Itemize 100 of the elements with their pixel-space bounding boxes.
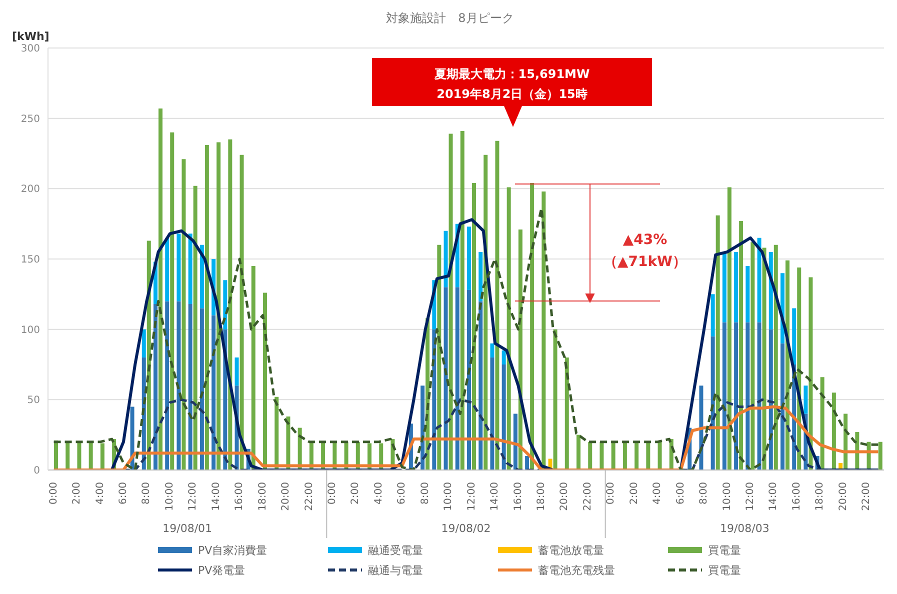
bar (240, 154, 244, 470)
bar (478, 252, 483, 302)
y-tick-label: 300 (20, 44, 40, 55)
text: 19/08/03 (720, 522, 770, 535)
bar (722, 322, 726, 470)
bar (750, 242, 755, 470)
bar (832, 392, 836, 470)
x-tick-label: 22:00 (582, 482, 594, 511)
x-tick-label: 16:00 (791, 482, 802, 511)
bar (88, 442, 93, 470)
bar (774, 244, 778, 470)
bar (576, 434, 580, 470)
y-tick-label: 50 (27, 395, 40, 406)
bar (216, 142, 221, 470)
bar (734, 322, 738, 470)
bar (710, 294, 715, 336)
bar (780, 343, 784, 470)
x-tick-label: 10:00 (443, 482, 454, 511)
annotation: ▲43% (622, 232, 668, 248)
bar (204, 145, 209, 470)
legend-label: PV発電量 (198, 562, 246, 578)
bar (188, 234, 192, 304)
x-tick-label: 22:00 (861, 482, 872, 511)
x-tick-label: 12:00 (188, 482, 199, 511)
bar (444, 230, 448, 288)
x-tick-label: 20:00 (838, 482, 849, 511)
y-tick-label: 100 (20, 324, 40, 336)
x-tick-label: 8:00 (698, 482, 710, 504)
bar (495, 140, 500, 470)
x-tick-label: 4:00 (94, 482, 106, 504)
x-tick-label: 8:00 (420, 482, 431, 504)
x-tick-label: 0:00 (326, 482, 338, 504)
x-tick-label: 6:00 (118, 482, 129, 504)
bar (506, 187, 511, 470)
x-tick-label: 2:00 (628, 482, 640, 504)
bar (490, 343, 494, 358)
bar (77, 442, 82, 470)
bar (444, 287, 448, 470)
bar (792, 308, 796, 364)
legend-label: PV自家消費量 (198, 542, 268, 558)
bar (165, 301, 170, 470)
bar (716, 215, 720, 470)
legend-label: 蓄電池充電残量 (538, 562, 615, 578)
annotation: 2019年8月2日（金）15時 (436, 87, 588, 101)
x-tick-label: 18:00 (536, 482, 547, 511)
annotation: （▲71kW） (603, 254, 687, 270)
bar (634, 442, 639, 470)
x-tick-label: 14:00 (490, 482, 501, 511)
x-tick-label: 4:00 (652, 482, 664, 504)
bar (727, 187, 732, 470)
bar (502, 364, 506, 470)
legend-label: 買電量 (708, 562, 741, 578)
x-tick-label: 18:00 (257, 482, 268, 511)
y-tick-label: 250 (20, 114, 40, 125)
bar (530, 183, 534, 470)
y-tick-label: 200 (20, 184, 40, 196)
bar (467, 290, 471, 470)
x-tick-label: 10:00 (164, 482, 176, 511)
bar (66, 442, 70, 470)
line-series (52, 405, 880, 470)
bar (622, 442, 627, 470)
bar (878, 442, 882, 470)
bar (746, 266, 750, 322)
bar (460, 130, 464, 470)
x-tick-label: 16:00 (234, 482, 246, 511)
text: 19/08/01 (162, 522, 212, 535)
bar (490, 357, 494, 470)
bar (768, 329, 773, 470)
legend-label: 買電量 (708, 542, 741, 558)
bar (722, 252, 726, 322)
chart-title: 対象施設計 8月ピーク (386, 11, 514, 25)
bar (658, 442, 662, 470)
x-tick-label: 0:00 (606, 482, 617, 504)
y-tick-label: 150 (20, 254, 40, 266)
bar (158, 108, 162, 470)
bar (170, 132, 174, 470)
bar (611, 442, 616, 470)
bar (600, 442, 604, 470)
bar (200, 244, 204, 308)
bar (176, 301, 181, 470)
x-tick-label: 20:00 (559, 482, 570, 511)
y-tick-label: 0 (34, 466, 40, 477)
bar (234, 357, 239, 386)
x-tick-label: 6:00 (675, 482, 686, 504)
legend-label: 融通受電量 (368, 542, 423, 558)
x-tick-label: 2:00 (350, 482, 362, 504)
bar (739, 221, 744, 470)
x-tick-label: 10:00 (722, 482, 733, 511)
bar (100, 443, 104, 470)
annotation: 夏期最大電力：15,691MW (433, 67, 590, 81)
bar (478, 301, 483, 470)
bar (228, 139, 232, 470)
bar (467, 226, 471, 290)
bar (502, 350, 506, 364)
bar (820, 377, 824, 470)
bar (165, 238, 170, 302)
bar (182, 159, 186, 470)
x-tick-label: 6:00 (396, 482, 408, 504)
bar (808, 277, 813, 470)
y-axis-title: [kWh] (12, 30, 50, 43)
